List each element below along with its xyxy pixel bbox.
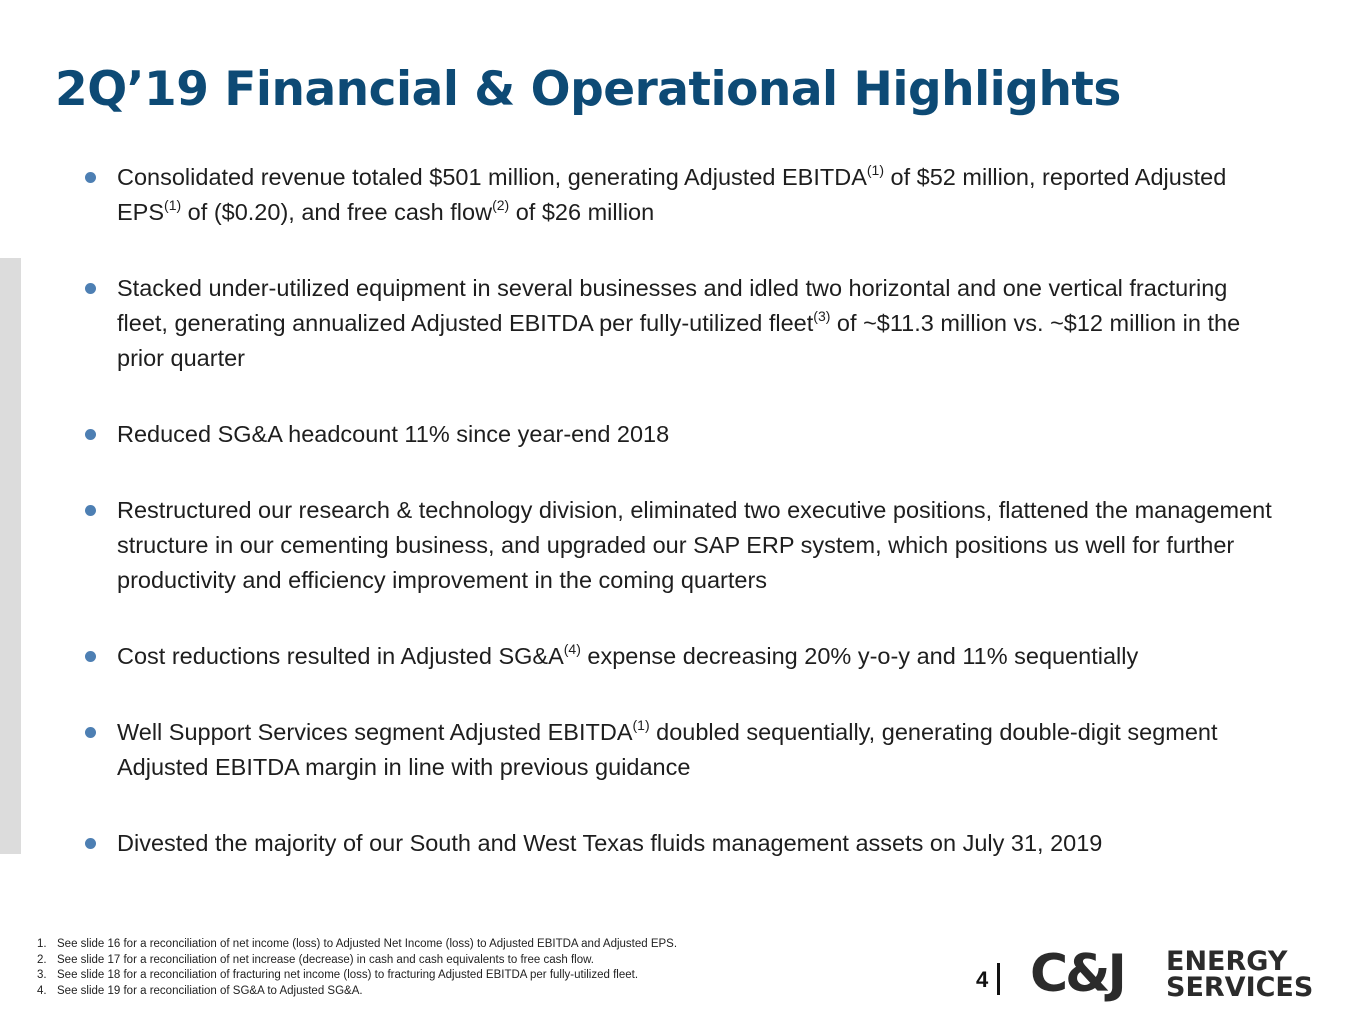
footnote-ref: (1) (866, 162, 884, 178)
bullet-text: Well Support Services segment Adjusted E… (117, 719, 633, 745)
bullet-text: Consolidated revenue totaled $501 millio… (117, 164, 867, 190)
bullet-text: Stacked under-utilized equipment in seve… (117, 275, 1228, 336)
footnote-number: 4. (37, 984, 47, 997)
logo-text-services: SERVICES (1166, 972, 1314, 1003)
bullet-text: of $26 million (509, 199, 655, 225)
highlight-bullet: Stacked under-utilized equipment in seve… (84, 271, 1284, 376)
footnote-number: 3. (37, 969, 47, 981)
logo-text-energy: ENERGY (1166, 946, 1288, 977)
bullet-text: of $52 million, reported Adjusted EPS (117, 164, 1227, 225)
footnote-ref: (1) (164, 197, 182, 213)
bullet-text: Reduced SG&A headcount 11% since year-en… (117, 421, 670, 447)
side-accent-bar (0, 258, 21, 854)
bullet-text: of ($0.20), and free cash flow (181, 199, 493, 225)
company-logo: C&J ENERGY SERVICES (1030, 944, 1340, 1004)
highlight-bullet: Divested the majority of our South and W… (84, 826, 1284, 861)
bullet-text: doubled sequentially, generating double-… (117, 719, 1218, 780)
bullet-text: expense decreasing 20% y-o-y and 11% seq… (580, 643, 1139, 669)
footnote-text: See slide 17 for a reconciliation of net… (57, 953, 594, 966)
footnote-item: 1. See slide 16 for a reconciliation of n… (37, 937, 677, 953)
highlight-bullet: Consolidated revenue totaled $501 millio… (84, 160, 1284, 230)
bullet-text: Cost reductions resulted in Adjusted SG&… (117, 643, 564, 669)
footnote-text: See slide 18 for a reconciliation of fra… (57, 969, 639, 981)
footnotes: 1. See slide 16 for a reconciliation of n… (37, 937, 677, 999)
bullet-text: Divested the majority of our South and W… (117, 830, 1103, 856)
footnote-text: See slide 19 for a reconciliation of SG&… (57, 984, 363, 997)
footnote-item: 3. See slide 18 for a reconciliation of f… (37, 968, 677, 984)
logo-mark: C&J (1030, 944, 1127, 1004)
highlight-bullet: Reduced SG&A headcount 11% since year-en… (84, 417, 1284, 452)
bullet-text: of ~$11.3 million vs. ~$12 million in th… (117, 310, 1241, 371)
page-number: 4 (976, 967, 989, 992)
footnote-ref: (4) (563, 641, 581, 657)
highlights-list: Consolidated revenue totaled $501 millio… (84, 160, 1284, 902)
highlight-bullet: Restructured our research & technology d… (84, 493, 1284, 598)
page-divider (997, 963, 1000, 995)
highlight-bullet: Well Support Services segment Adjusted E… (84, 715, 1284, 785)
footnote-number: 1. (37, 938, 47, 950)
footnote-ref: (3) (813, 308, 831, 324)
footnote-ref: (1) (632, 717, 650, 733)
footnote-number: 2. (37, 953, 47, 966)
footnote-text: See slide 16 for a reconciliation of net… (57, 938, 678, 950)
slide-title: 2Q’19 Financial & Operational Highlights (55, 62, 1121, 117)
highlight-bullet: Cost reductions resulted in Adjusted SG&… (84, 639, 1284, 674)
footnote-ref: (2) (492, 197, 510, 213)
footnote-item: 4. See slide 19 for a reconciliation of S… (37, 984, 677, 1000)
bullet-text: Restructured our research & technology d… (117, 497, 1272, 593)
footnote-item: 2. See slide 17 for a reconciliation of n… (37, 953, 677, 969)
